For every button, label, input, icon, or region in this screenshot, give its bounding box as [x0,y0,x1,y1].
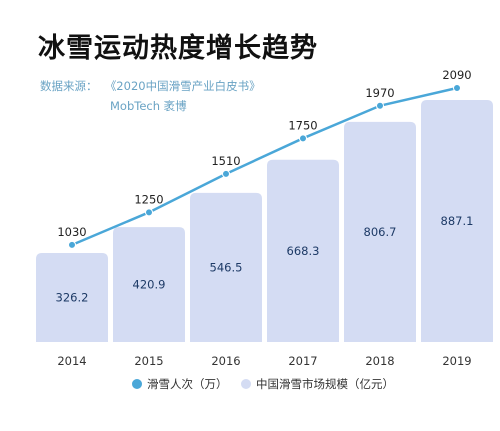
line-value-label-2018: 1970 [365,86,394,100]
x-tick-label-2014: 2014 [57,354,86,368]
source-text-2: MobTech 袤博 [110,99,187,113]
line-value-label-2017: 1750 [288,118,317,132]
data-source: 数据来源： 《2020中国滑雪产业白皮书》 MobTech 袤博 [40,76,261,116]
legend-marker-bar [241,379,251,389]
bar-2014 [36,253,108,342]
line-point-2019 [453,84,461,92]
line-value-label-2019: 2090 [442,68,471,82]
x-tick-label-2015: 2015 [134,354,163,368]
legend-marker-line [132,379,142,389]
x-tick-label-2016: 2016 [211,354,240,368]
x-tick-label-2017: 2017 [288,354,317,368]
x-tick-label-2018: 2018 [365,354,394,368]
line-point-2017 [299,134,307,143]
bar-2018 [344,121,416,342]
bar-value-label-2018: 806.7 [364,225,397,239]
bar-value-label-2014: 326.2 [56,291,89,305]
bar-value-label-2017: 668.3 [287,244,320,258]
legend-label-line: 滑雪人次（万） [147,377,228,391]
bar-2017 [267,159,339,342]
bar-value-label-2015: 420.9 [133,278,166,292]
line-point-2015 [145,208,153,217]
source-text: 《2020中国滑雪产业白皮书》 [104,79,261,93]
line-point-2014 [68,240,76,249]
legend-label-bar: 中国滑雪市场规模（亿元） [256,377,394,391]
x-tick-label-2019: 2019 [442,354,471,368]
line-value-label-2015: 1250 [134,192,163,206]
line-point-2016 [222,169,230,178]
chart-title: 冰雪运动热度增长趋势 [38,33,318,64]
bar-value-label-2016: 546.5 [210,260,243,274]
series-line-skiers [71,86,458,247]
source-label: 数据来源： [40,79,98,93]
bar-value-label-2019: 887.1 [441,214,474,228]
bar-2019 [421,100,493,342]
line-value-label-2016: 1510 [211,154,240,168]
line-point-2018 [376,101,384,110]
bar-2015 [113,227,185,342]
bar-2016 [190,192,262,342]
line-value-label-2014: 1030 [57,225,86,239]
